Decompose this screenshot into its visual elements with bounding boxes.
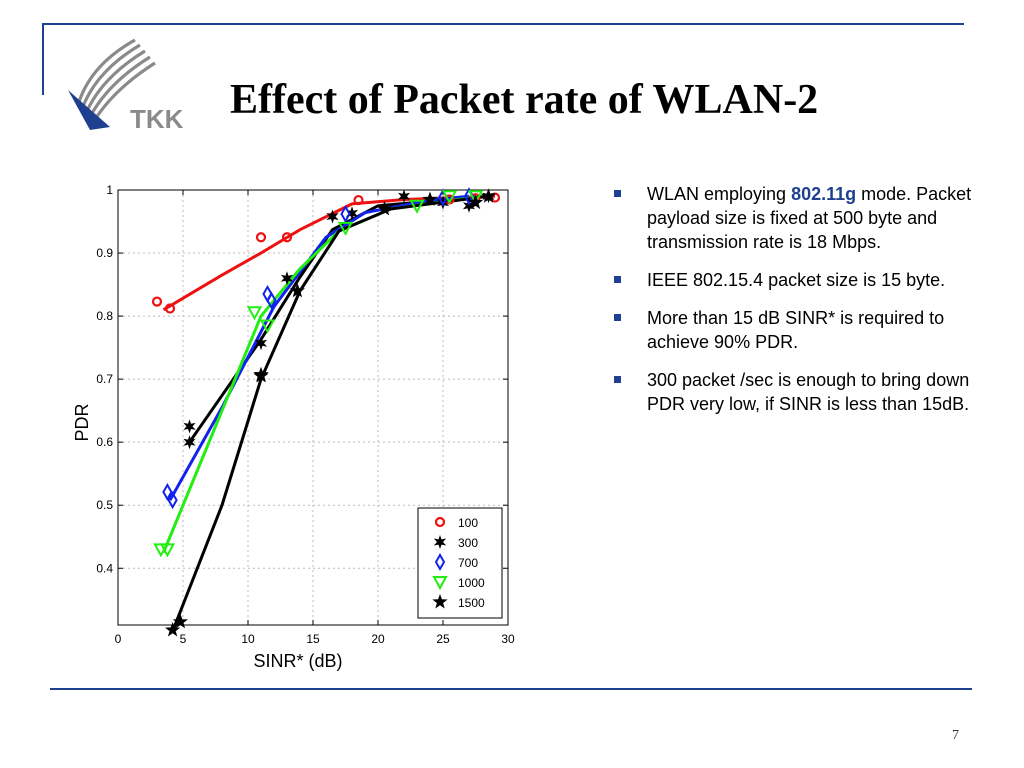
- square-bullet-icon: [614, 276, 621, 283]
- y-tick-label: 0.8: [96, 309, 113, 323]
- legend-marker-100: [434, 516, 446, 528]
- data-point-1000: [409, 199, 425, 214]
- bullet-text: WLAN employing: [647, 184, 792, 204]
- bullet-text: IEEE 802.15.4 packet size is 15 byte.: [647, 270, 946, 290]
- x-tick-label: 0: [115, 632, 122, 646]
- y-tick-label: 0.5: [96, 498, 113, 512]
- data-point-1500: [165, 622, 181, 637]
- y-tick-label: 0.9: [96, 246, 113, 260]
- data-point-300: [345, 206, 359, 221]
- bullet-text: 300 packet /sec is enough to bring down …: [647, 370, 970, 414]
- data-point-300: [183, 419, 196, 434]
- data-point-700: [266, 291, 277, 310]
- data-point-700: [340, 204, 351, 223]
- legend-marker-1500: [432, 594, 448, 609]
- data-point-300: [462, 198, 476, 213]
- data-point-1500: [172, 613, 188, 629]
- data-point-100: [353, 194, 364, 206]
- data-point-100: [281, 232, 293, 243]
- data-point-1000: [441, 190, 458, 205]
- tkk-logo: TKK: [68, 38, 184, 134]
- data-point-300: [397, 189, 411, 204]
- data-point-1000: [159, 543, 176, 558]
- y-tick-label: 0.6: [96, 435, 113, 449]
- bullet-item: WLAN employing 802.11g mode. Packet payl…: [612, 182, 982, 254]
- data-point-1500: [480, 188, 497, 203]
- data-point-300: [183, 435, 196, 450]
- legend-label-1000: 1000: [458, 576, 485, 590]
- bullet-item: 300 packet /sec is enough to bring down …: [612, 368, 982, 416]
- data-point-300: [254, 336, 268, 351]
- data-point-1500: [422, 191, 438, 206]
- data-point-1500: [289, 282, 305, 298]
- y-tick-label: 1: [106, 183, 113, 197]
- data-point-700: [162, 482, 173, 501]
- logo-wedge-icon: [68, 90, 110, 130]
- pdr-chart: 0 5 10 15 20 25 30 0.4 0.5 0.6 0.7 0.8 0.9 1 SINR* (dB…: [70, 170, 530, 690]
- legend-label-100: 100: [458, 516, 478, 530]
- bullet-list: WLAN employing 802.11g mode. Packet payl…: [612, 182, 982, 430]
- data-point-1500: [253, 368, 269, 383]
- data-point-300: [326, 209, 339, 224]
- data-point-1000: [337, 221, 354, 236]
- data-point-1000: [467, 190, 484, 205]
- top-rule: [42, 23, 964, 25]
- bullet-text: More than 15 dB SINR* is required to ach…: [647, 308, 945, 352]
- legend-label-300: 300: [458, 536, 478, 550]
- square-bullet-icon: [614, 376, 621, 383]
- data-point-100: [255, 232, 267, 243]
- data-point-1000: [246, 306, 263, 321]
- x-tick-label: 25: [436, 632, 450, 646]
- bullet-highlight: 802.11g: [791, 184, 857, 204]
- x-tick-label: 5: [180, 632, 187, 646]
- square-bullet-icon: [614, 190, 621, 197]
- y-tick-label: 0.4: [96, 561, 113, 575]
- slide-title: Effect of Packet rate of WLAN-2: [230, 77, 819, 123]
- left-rule: [42, 23, 44, 95]
- data-point-1500: [467, 194, 484, 210]
- y-axis-label: PDR: [72, 403, 92, 441]
- x-tick-label: 20: [371, 632, 385, 646]
- x-tick-label: 10: [241, 632, 255, 646]
- data-point-1000: [259, 319, 276, 334]
- x-axis-label: SINR* (dB): [253, 651, 342, 671]
- bottom-rule: [50, 688, 972, 690]
- bullet-item: More than 15 dB SINR* is required to ach…: [612, 306, 982, 354]
- bullet-item: IEEE 802.15.4 packet size is 15 byte.: [612, 268, 982, 292]
- bullet-text-cont: mode. Packet payload size is fixed at 50…: [647, 184, 972, 252]
- legend-marker-700: [434, 552, 446, 572]
- legend-marker-1000: [432, 576, 448, 591]
- data-point-700: [167, 491, 178, 510]
- logo-text: TKK: [130, 104, 184, 134]
- data-point-300: [280, 271, 294, 286]
- square-bullet-icon: [614, 314, 621, 321]
- x-tick-label: 15: [306, 632, 320, 646]
- data-point-1500: [376, 200, 393, 216]
- data-point-100: [164, 303, 176, 314]
- chart-svg: 0 5 10 15 20 25 30 0.4 0.5 0.6 0.7 0.8 0.9 1 SINR* (dB…: [72, 183, 515, 671]
- y-tick-label: 0.7: [96, 372, 113, 386]
- legend-label-1500: 1500: [458, 596, 485, 610]
- logo-swoosh-icon: [76, 38, 156, 122]
- page-number: 7: [952, 728, 959, 743]
- x-tick-label: 30: [501, 632, 515, 646]
- legend-label-700: 700: [458, 556, 478, 570]
- legend-box: [417, 507, 503, 619]
- data-point-100: [151, 296, 163, 307]
- legend-marker-300: [433, 535, 447, 549]
